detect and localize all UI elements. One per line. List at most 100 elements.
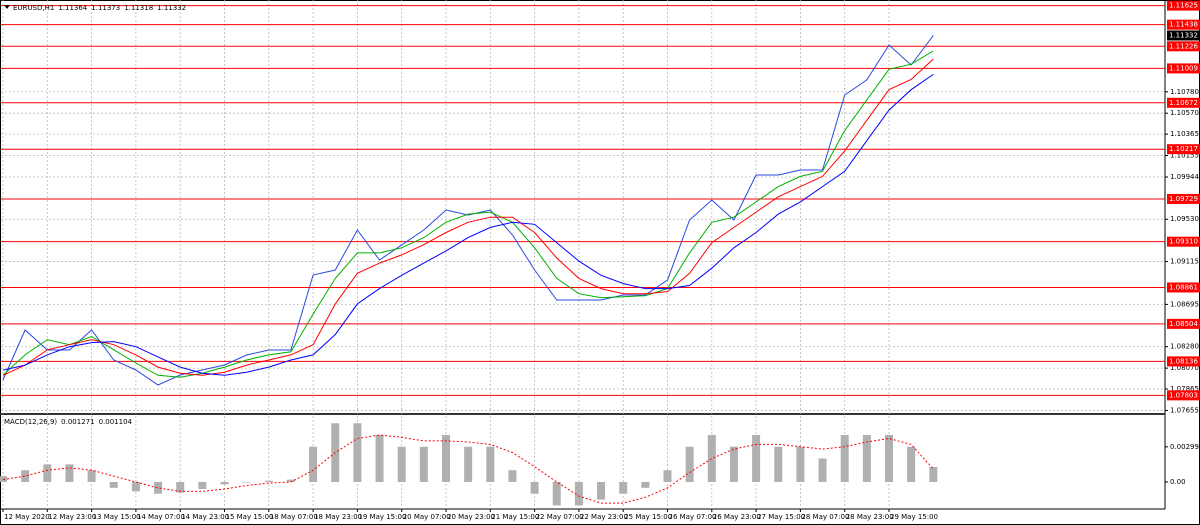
macd-bar <box>774 446 783 482</box>
level-label-box <box>1167 97 1200 108</box>
macd-bar <box>574 481 583 506</box>
level-label: 1.11625 <box>1169 2 1198 10</box>
x-tick-label: 12 May 2020 <box>4 513 50 521</box>
x-tick-label: 22 May 23:00 <box>580 513 628 521</box>
macd-bar <box>552 481 561 506</box>
y-tick-label: 1.08280 <box>1170 343 1199 351</box>
level-label-box <box>1167 41 1200 52</box>
y-tick-label: 0.00 <box>1170 478 1186 486</box>
x-tick-label: 29 May 15:00 <box>890 513 938 521</box>
y-tick-label: 1.09115 <box>1170 258 1199 266</box>
y-tick-label: 0.00299 <box>1170 443 1199 451</box>
macd-bar <box>597 481 606 500</box>
y-tick-label: 1.07865 <box>1170 385 1199 393</box>
level-label-box <box>1167 390 1200 401</box>
y-tick-label: 1.09530 <box>1170 215 1199 223</box>
macd-bar <box>464 446 473 482</box>
level-label-box <box>1167 144 1200 155</box>
macd-bar <box>21 470 30 482</box>
level-label: 1.09729 <box>1169 195 1198 203</box>
level-label: 1.08861 <box>1169 283 1198 291</box>
macd-bar <box>87 470 96 482</box>
chart-header: EURUSD,H1 1.11364 1.11373 1.11318 1.11332 <box>13 4 186 12</box>
moving-average <box>2 50 934 378</box>
x-tick-label: 14 May 23:00 <box>181 513 229 521</box>
macd-bar <box>198 481 207 490</box>
level-label-box <box>1167 318 1200 329</box>
x-tick-label: 26 May 23:00 <box>713 513 761 521</box>
macd-bar <box>220 481 229 485</box>
x-tick-label: 12 May 23:00 <box>48 513 96 521</box>
x-tick-label: 28 May 07:00 <box>801 513 849 521</box>
macd-bar <box>685 446 694 482</box>
level-label: 1.10672 <box>1169 99 1198 107</box>
macd-bar <box>752 434 761 482</box>
x-tick-label: 18 May 07:00 <box>270 513 318 521</box>
indicator-value: 0.001104 <box>99 418 133 426</box>
macd-bar <box>641 481 650 488</box>
price-line <box>2 35 934 386</box>
macd-bar <box>796 446 805 482</box>
x-tick-label: 21 May 15:00 <box>491 513 539 521</box>
x-tick-label: 25 May 15:00 <box>624 513 672 521</box>
macd-bar <box>286 479 295 482</box>
level-label: 1.08504 <box>1169 320 1198 328</box>
macd-bar <box>109 481 118 488</box>
macd-bar <box>729 446 738 482</box>
level-label: 1.08136 <box>1169 357 1198 365</box>
x-tick-label: 28 May 23:00 <box>846 513 894 521</box>
macd-bar <box>242 481 251 483</box>
x-tick-label: 27 May 15:00 <box>757 513 805 521</box>
level-label: 1.11226 <box>1169 42 1198 50</box>
y-tick-label: 1.10570 <box>1170 109 1199 117</box>
header-value: 1.11318 <box>124 4 153 12</box>
level-label: 1.11009 <box>1169 64 1198 72</box>
level-label-box <box>1167 63 1200 74</box>
level-label-box <box>1167 356 1200 367</box>
macd-bar <box>397 446 406 482</box>
x-tick-label: 19 May 15:00 <box>358 513 406 521</box>
macd-bar <box>309 446 318 482</box>
macd-bar <box>862 434 871 482</box>
indicator-value: MACD(12,26,9) <box>4 418 57 426</box>
level-label: 1.09310 <box>1169 238 1198 246</box>
level-label-box <box>1167 236 1200 247</box>
macd-bar <box>131 481 140 492</box>
x-tick-label: 20 May 07:00 <box>403 513 451 521</box>
macd-bar <box>840 434 849 482</box>
header-value: 1.11332 <box>157 4 186 12</box>
macd-bar <box>353 423 362 482</box>
macd-bar <box>619 481 628 494</box>
macd-bar <box>154 481 163 494</box>
macd-bar <box>264 480 273 482</box>
x-tick-label: 15 May 15:00 <box>226 513 274 521</box>
y-tick-label: 1.10155 <box>1170 152 1199 160</box>
x-tick-label: 18 May 23:00 <box>314 513 362 521</box>
macd-bar <box>486 446 495 482</box>
macd-bar <box>818 458 827 482</box>
x-tick-label: 26 May 07:00 <box>669 513 717 521</box>
macd-bar <box>508 470 517 482</box>
moving-average <box>2 73 934 376</box>
y-tick-label: 1.08695 <box>1170 300 1199 308</box>
x-tick-label: 13 May 15:00 <box>93 513 141 521</box>
macd-bar <box>530 481 539 494</box>
x-tick-label: 22 May 07:00 <box>536 513 584 521</box>
y-tick-label: 1.10365 <box>1170 130 1199 138</box>
indicator-value: 0.001271 <box>61 418 94 426</box>
level-label: 1.11438 <box>1169 21 1198 29</box>
macd-bar <box>929 467 938 482</box>
macd-bar <box>176 481 185 493</box>
macd-bar <box>65 464 74 482</box>
macd-bar <box>419 446 428 482</box>
macd-bar <box>375 434 384 482</box>
macd-bar <box>707 434 716 482</box>
level-label-box <box>1167 282 1200 293</box>
moving-average <box>2 58 934 376</box>
current-price-label: 1.11332 <box>1169 31 1198 39</box>
indicator-header: MACD(12,26,9) 0.001271 0.001104 <box>4 418 133 426</box>
x-tick-label: 20 May 23:00 <box>447 513 495 521</box>
y-tick-label: 1.09944 <box>1170 173 1199 181</box>
